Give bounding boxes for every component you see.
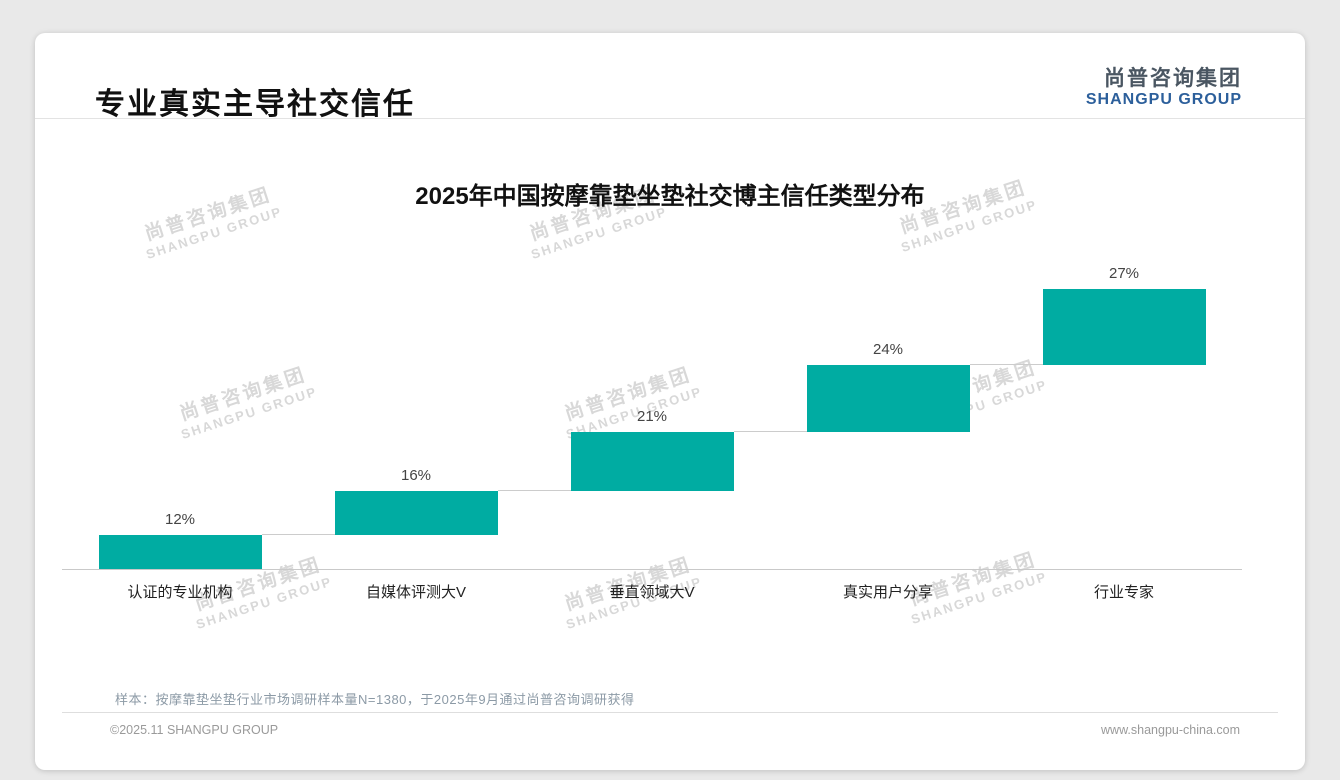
footer-divider <box>62 712 1278 713</box>
waterfall-chart: 12% 16% 21% 24% 27% <box>62 265 1242 570</box>
copyright-text: ©2025.11 SHANGPU GROUP <box>110 723 279 737</box>
category-label: 真实用户分享 <box>842 584 933 601</box>
page-title: 专业真实主导社交信任 <box>95 88 415 121</box>
website-url: www.shangpu-china.com <box>1101 723 1240 737</box>
waterfall-bar <box>1042 289 1206 365</box>
header: 专业真实主导社交信任 尚普咨询集团 SHANGPU GROUP <box>35 33 1305 121</box>
bar-value-label: 21% <box>636 407 668 425</box>
company-logo: 尚普咨询集团 SHANGPU GROUP <box>1086 67 1242 110</box>
slide-card: 尚普咨询集团 SHANGPU GROUP 尚普咨询集团 SHANGPU GROUP 尚普… <box>35 33 1305 770</box>
connector-line <box>261 534 335 536</box>
category-axis: 认证的专业机构 自媒体评测大V 垂直领域大V 真实用户分享 行业专家 <box>62 581 1242 602</box>
category-label: 自媒体评测大V <box>365 584 466 601</box>
bar-value-label: 12% <box>164 511 196 529</box>
sample-note: 样本：按摩靠垫坐垫行业市场调研样本量N=1380，于2025年9月通过尚普咨询调… <box>115 692 635 707</box>
bar-value-label: 27% <box>1108 265 1140 282</box>
watermark-text-en: SHANGPU GROUP <box>529 203 670 262</box>
bar-value-label: 16% <box>400 466 432 484</box>
logo-text-cn: 尚普咨询集团 <box>1104 67 1242 90</box>
waterfall-bar <box>98 535 262 569</box>
waterfall-bar <box>334 490 498 536</box>
waterfall-bar <box>806 364 970 432</box>
footer: ©2025.11 SHANGPU GROUP www.shangpu-china… <box>110 723 1240 737</box>
connector-line <box>969 363 1043 365</box>
logo-text-en: SHANGPU GROUP <box>1085 91 1242 109</box>
bar-value-label: 24% <box>872 340 904 358</box>
category-label: 认证的专业机构 <box>127 584 233 601</box>
connector-line <box>733 430 807 432</box>
connector-line <box>497 489 571 491</box>
watermark-text-en: SHANGPU GROUP <box>144 203 285 262</box>
category-label: 行业专家 <box>1093 584 1154 601</box>
waterfall-bar <box>570 431 734 491</box>
category-label: 垂直领域大V <box>609 584 695 601</box>
chart-title: 2025年中国按摩靠垫坐垫社交博主信任类型分布 <box>415 183 925 210</box>
